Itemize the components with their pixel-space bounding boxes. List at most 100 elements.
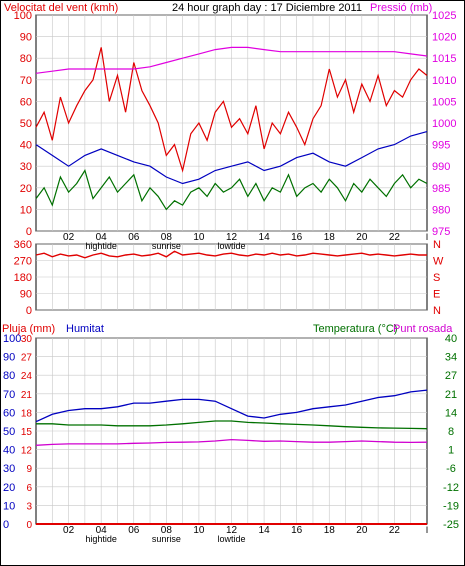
- x-tick-label: 08: [161, 525, 173, 536]
- temperature-tick-label: 34: [445, 352, 457, 364]
- humidity-axis-label: Humitat: [66, 323, 104, 335]
- direction-tick-label: 360: [14, 239, 32, 251]
- humidity-tick-label: 0: [3, 519, 9, 531]
- x-tick-label: 16: [291, 232, 303, 243]
- rain-tick-label: 18: [21, 408, 33, 419]
- humidity-tick-label: 50: [3, 426, 15, 438]
- tide-mark-label: sunrise: [152, 534, 181, 544]
- x-tick-label: 02: [63, 232, 75, 243]
- x-tick-label: 02: [63, 525, 75, 536]
- x-tick-label: 12: [226, 525, 238, 536]
- temperature-tick-label: 1: [448, 445, 454, 457]
- humidity-tick-label: 80: [3, 370, 15, 382]
- temperature-tick-label: 21: [445, 389, 457, 401]
- rain-tick-label: 21: [21, 390, 33, 401]
- rain-tick-label: 12: [21, 446, 33, 457]
- pressure-tick-label: 995: [432, 140, 450, 152]
- pressure-tick-label: 975: [432, 226, 450, 238]
- x-tick-label: 08: [161, 232, 173, 243]
- series-line-punt-rosada: [35, 438, 428, 446]
- x-tick-label: 06: [128, 525, 140, 536]
- x-tick-label: 10: [193, 525, 205, 536]
- temperature-tick-label: -12: [443, 482, 459, 494]
- pressure-tick-label: 980: [432, 204, 450, 216]
- series-line-velocitat-del-vent-kmh-: [35, 47, 428, 173]
- x-tick-label: 04: [96, 232, 108, 243]
- compass-label: W: [433, 256, 444, 268]
- rain-tick-label: 0: [26, 520, 32, 531]
- x-tick-label: 14: [259, 525, 271, 536]
- chart-title: 24 hour graph day : 17 Diciembre 2011: [172, 2, 362, 14]
- wind-tick-label: 30: [20, 161, 32, 173]
- compass-label: N: [433, 305, 441, 317]
- wind-tick-label: 50: [20, 118, 32, 130]
- temperature-tick-label: 27: [445, 370, 457, 382]
- x-tick-label: 04: [96, 525, 108, 536]
- wind-axis-label: Velocitat del vent (kmh): [4, 2, 118, 14]
- end-tick-mark: I: [426, 232, 429, 242]
- rain-tick-label: 30: [21, 334, 33, 345]
- rain-tick-label: 15: [21, 427, 33, 438]
- wind-tick-label: 0: [26, 226, 32, 238]
- x-tick-label: 16: [291, 525, 303, 536]
- direction-tick-label: 180: [14, 272, 32, 284]
- x-tick-label: 12: [226, 232, 238, 243]
- temperature-tick-label: 8: [448, 426, 454, 438]
- rain-tick-label: 27: [21, 353, 33, 364]
- wind-tick-label: 80: [20, 53, 32, 65]
- wind-tick-label: 20: [20, 183, 32, 195]
- pressure-tick-label: 990: [432, 161, 450, 173]
- direction-tick-label: 270: [14, 256, 32, 268]
- rain-tick-label: 24: [21, 371, 33, 382]
- humidity-tick-label: 90: [3, 352, 15, 364]
- x-tick-label: 20: [356, 525, 368, 536]
- wind-tick-label: 90: [20, 32, 32, 44]
- pressure-tick-label: 985: [432, 183, 450, 195]
- chart-layer: 0102030405060708090100975980985990995100…: [3, 10, 459, 544]
- x-tick-label: 20: [356, 232, 368, 243]
- pressure-tick-label: 1010: [432, 75, 456, 87]
- humidity-tick-label: 70: [3, 389, 15, 401]
- series-line-temperatura-c-: [36, 420, 428, 430]
- rain-tick-label: 6: [26, 483, 32, 494]
- x-tick-label: 18: [324, 232, 336, 243]
- series-line-humitat: [35, 389, 428, 423]
- wind-tick-label: 100: [14, 10, 32, 22]
- direction-tick-label: 0: [26, 305, 32, 317]
- x-tick-label: 18: [324, 525, 336, 536]
- pressure-tick-label: 1005: [432, 96, 456, 108]
- humidity-tick-label: 20: [3, 482, 15, 494]
- pressure-tick-label: 1020: [432, 32, 456, 44]
- series-line-humitat: [35, 131, 428, 185]
- humidity-tick-label: 60: [3, 407, 15, 419]
- x-tick-label: 14: [259, 232, 271, 243]
- rain-tick-label: 3: [26, 501, 32, 512]
- temperature-tick-label: 40: [445, 333, 457, 345]
- temperature-tick-label: -19: [443, 500, 459, 512]
- compass-label: E: [433, 289, 440, 301]
- x-tick-label: 22: [389, 232, 401, 243]
- x-tick-label: 22: [389, 525, 401, 536]
- humidity-tick-label: 30: [3, 463, 15, 475]
- temperature-tick-label: -6: [446, 463, 456, 475]
- pressure-tick-label: 1000: [432, 118, 456, 130]
- dewpoint-axis-label: Punt rosada: [393, 323, 453, 335]
- wind-tick-label: 70: [20, 75, 32, 87]
- humidity-tick-label: 10: [3, 500, 15, 512]
- rain-tick-label: 9: [26, 464, 32, 475]
- x-tick-label: 06: [128, 232, 140, 243]
- pressure-axis-label: Pressió (mb): [370, 2, 432, 14]
- compass-label: N: [433, 239, 441, 251]
- tide-mark-label: hightide: [85, 534, 117, 544]
- temperature-tick-label: 14: [445, 407, 457, 419]
- end-tick-mark: I: [426, 525, 429, 535]
- series-line-direction: [35, 250, 427, 259]
- tide-mark-label: sunrise: [152, 241, 181, 251]
- temperature-axis-label: Temperatura (°C): [313, 323, 397, 335]
- temperature-tick-label: -25: [443, 519, 459, 531]
- humidity-tick-label: 100: [3, 333, 21, 345]
- tide-mark-label: hightide: [85, 241, 117, 251]
- tide-mark-label: lowtide: [217, 241, 245, 251]
